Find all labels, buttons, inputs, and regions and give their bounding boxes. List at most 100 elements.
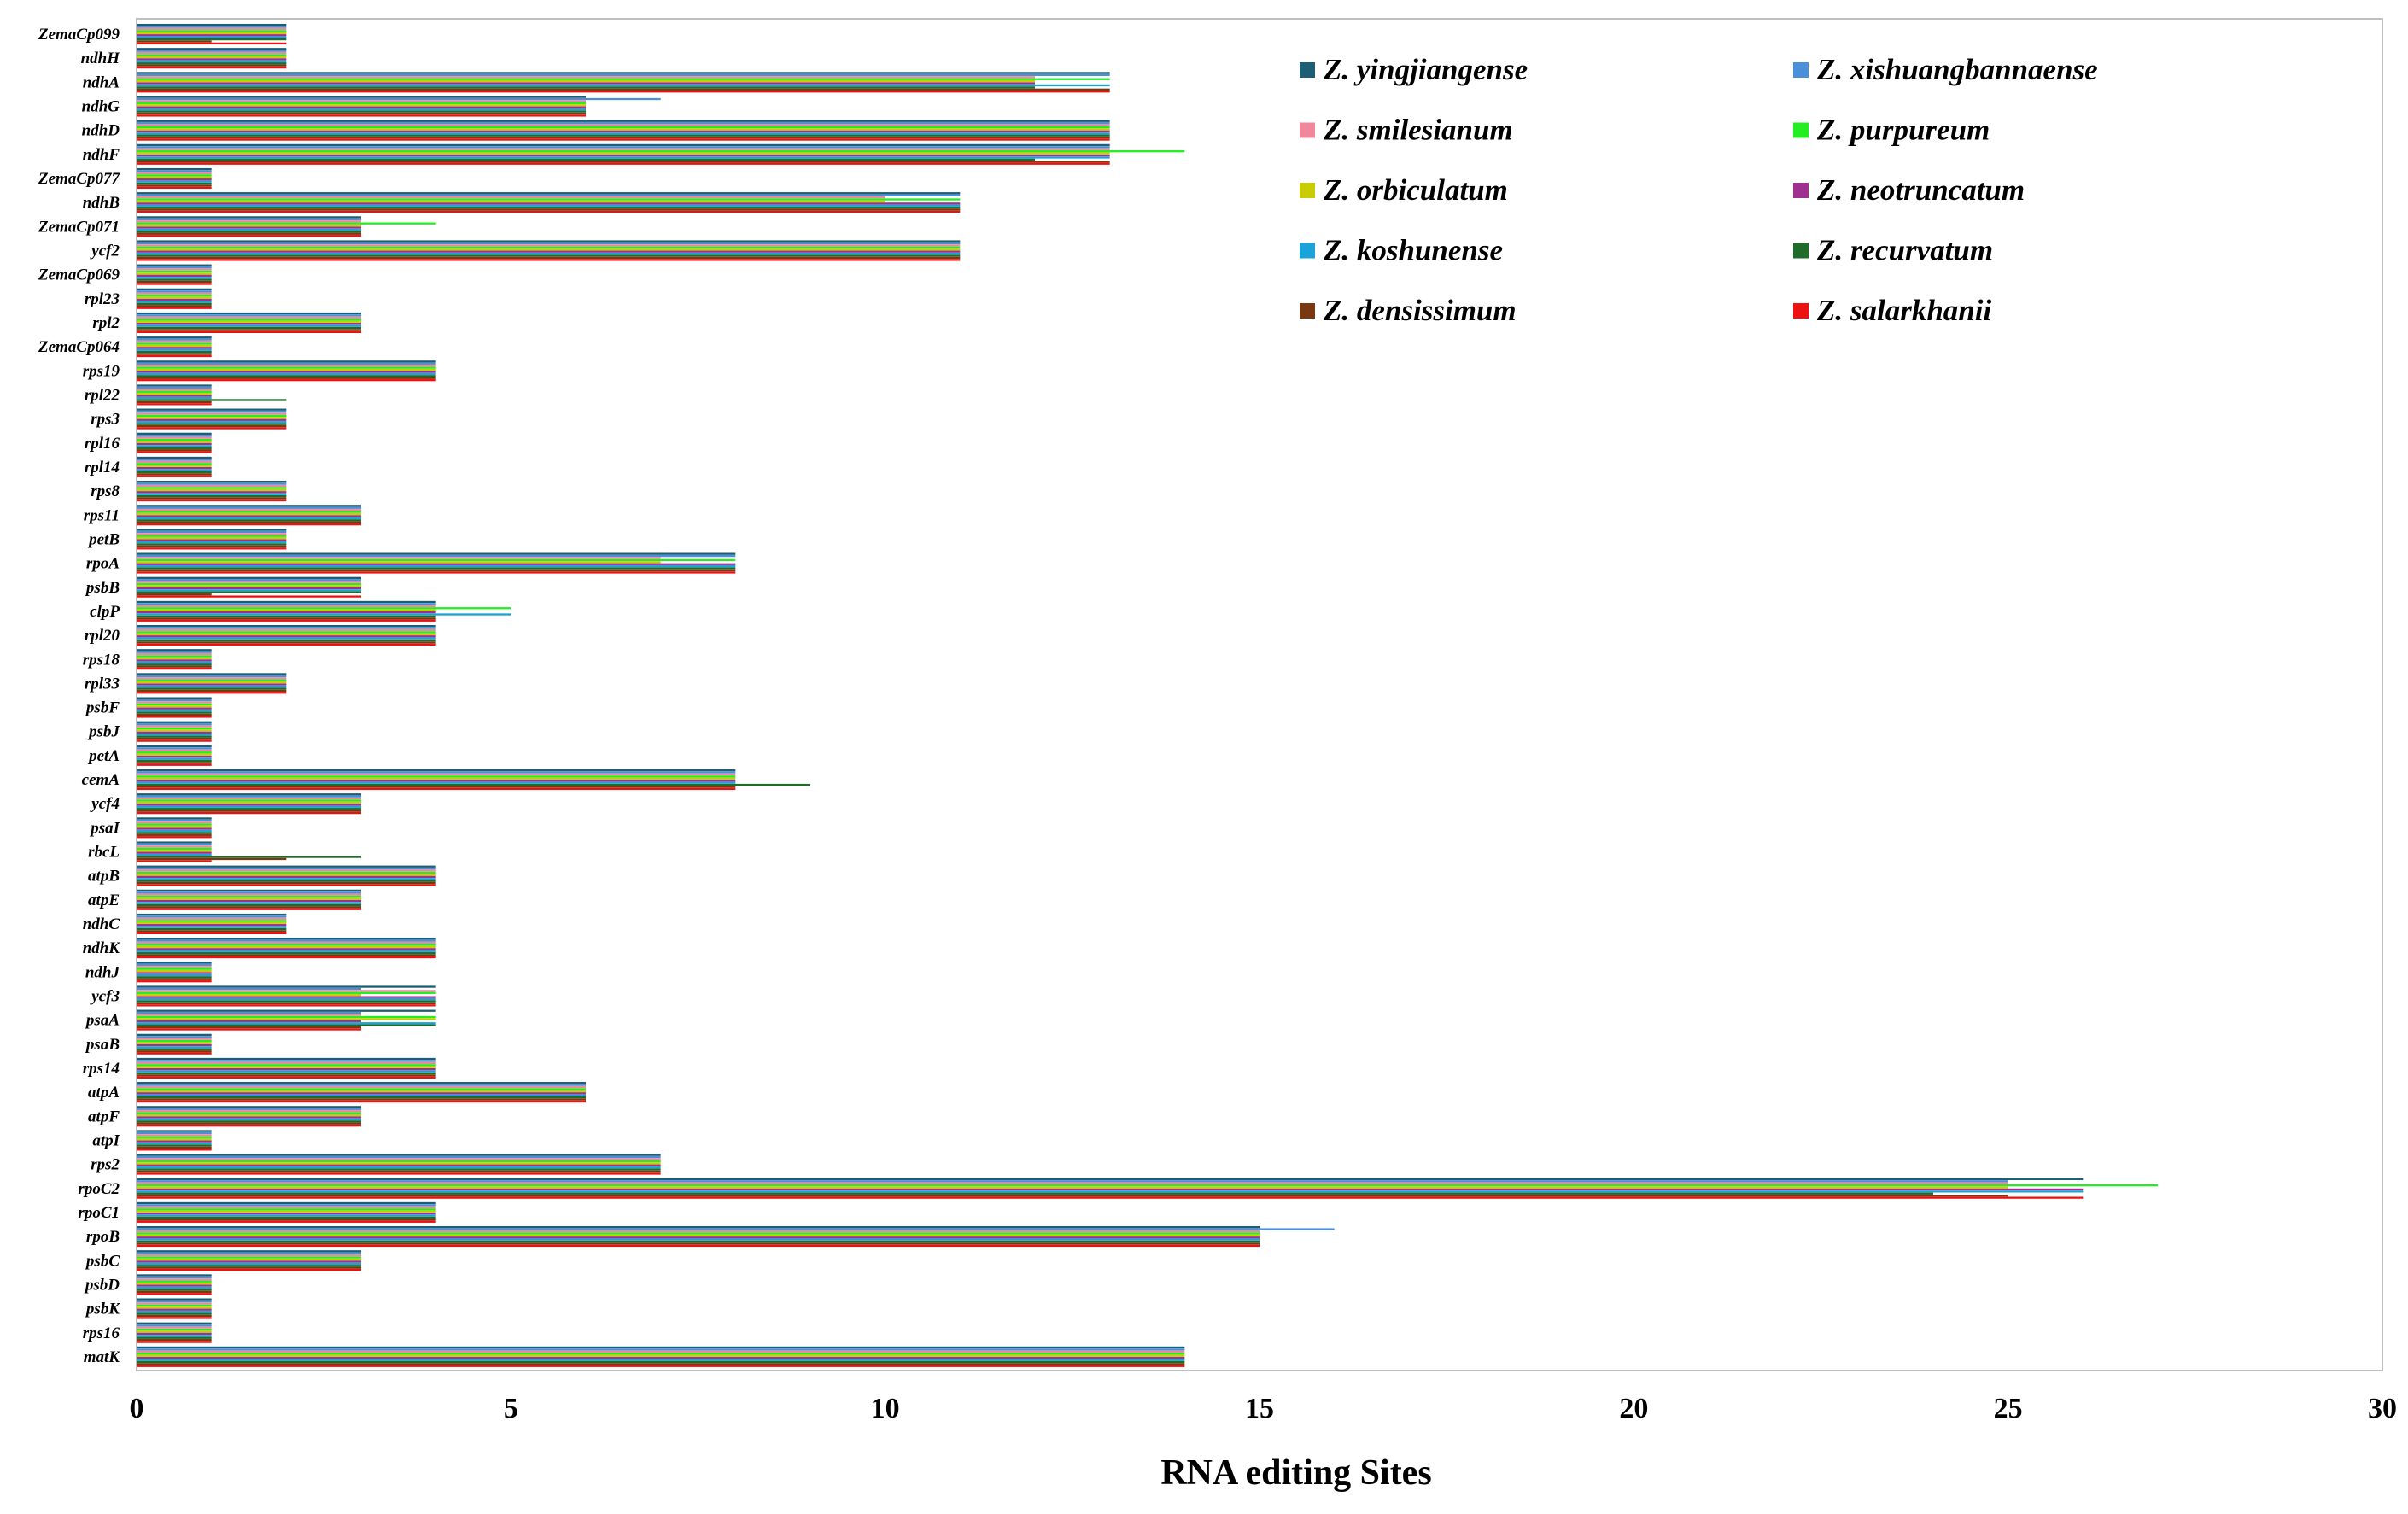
bar-rps16-7 <box>137 1335 212 1337</box>
bar-atpF-4 <box>137 1112 361 1114</box>
bar-rpl16-1 <box>137 432 212 435</box>
bar-rps16-6 <box>137 1332 212 1336</box>
bar-rpoC2-3 <box>137 1182 2008 1184</box>
bar-ndhF-6 <box>137 154 1110 157</box>
category-label: ZemaCp069 <box>38 266 120 284</box>
category-label: psbK <box>85 1301 120 1318</box>
bar-ndhH-3 <box>137 51 287 55</box>
bar-rpoB-6 <box>137 1236 1260 1239</box>
bar-psbJ-10 <box>137 739 212 742</box>
bar-ndhA-5 <box>137 79 1035 83</box>
bar-rps19-5 <box>137 368 436 371</box>
bar-psaB-3 <box>137 1038 212 1040</box>
bar-ndhF-10 <box>137 162 1110 165</box>
bar-psbD-5 <box>137 1283 212 1285</box>
bar-rbcL-4 <box>137 847 212 850</box>
bar-psbK-1 <box>137 1298 212 1301</box>
bar-rbcL-1 <box>137 841 212 844</box>
bar-ndhG-7 <box>137 108 586 111</box>
bar-rps3-9 <box>137 424 287 428</box>
bar-ndhJ-10 <box>137 980 212 983</box>
bar-rpoC1-6 <box>137 1212 436 1215</box>
bar-psbK-2 <box>137 1300 212 1303</box>
bar-rps14-8 <box>137 1072 436 1075</box>
bar-ZemaCp071-1 <box>137 216 361 219</box>
bar-atpI-9 <box>137 1146 212 1149</box>
bar-psbD-9 <box>137 1290 212 1293</box>
bar-rpl14-8 <box>137 471 212 474</box>
legend-swatch <box>1793 122 1809 138</box>
bar-petA-6 <box>137 755 212 758</box>
bar-rps19-2 <box>137 362 436 365</box>
bar-rpoC2-8 <box>137 1192 1933 1195</box>
bar-ZemaCp071-8 <box>137 231 361 233</box>
category-label: rpoC2 <box>78 1180 120 1198</box>
bar-rps16-2 <box>137 1324 212 1327</box>
category-label: atpE <box>88 891 120 909</box>
bar-petA-10 <box>137 763 212 766</box>
bar-rps2-10 <box>137 1172 661 1175</box>
bar-rpl20-9 <box>137 641 436 644</box>
category-label: ycf2 <box>90 243 120 260</box>
bar-psbF-2 <box>137 699 212 702</box>
category-label: ndhA <box>83 73 120 91</box>
bar-rpoC1-7 <box>137 1214 436 1217</box>
bar-rpoC1-5 <box>137 1210 436 1213</box>
category-label: rpl2 <box>92 314 120 332</box>
bar-rps2-5 <box>137 1162 661 1165</box>
bar-psbF-8 <box>137 711 212 714</box>
bar-atpE-1 <box>137 889 361 892</box>
bar-rpl14-7 <box>137 469 212 471</box>
bar-ndhB-4 <box>137 198 961 201</box>
category-label: petA <box>87 747 120 765</box>
bar-rps19-7 <box>137 372 436 376</box>
bar-psaB-1 <box>137 1033 212 1037</box>
bar-rpl14-10 <box>137 475 212 477</box>
bar-petA-9 <box>137 762 212 764</box>
category-label: ndhD <box>82 122 120 140</box>
legend-swatch <box>1300 243 1315 259</box>
category-label: rps3 <box>91 411 120 429</box>
bar-psaA-9 <box>137 1026 361 1029</box>
bar-rpl16-2 <box>137 435 212 437</box>
bar-atpA-3 <box>137 1085 586 1089</box>
bar-psaB-6 <box>137 1043 212 1047</box>
bar-ycf4-8 <box>137 808 361 810</box>
bar-rpl33-9 <box>137 689 287 692</box>
bar-ZemaCp099-4 <box>137 30 287 32</box>
bar-petB-6 <box>137 539 287 541</box>
bar-psaA-2 <box>137 1011 361 1014</box>
bar-ndhJ-3 <box>137 966 212 968</box>
bar-ndhB-9 <box>137 208 961 211</box>
bar-rpoC2-1 <box>137 1178 2084 1180</box>
bar-rpoB-8 <box>137 1240 1260 1243</box>
bar-atpE-7 <box>137 902 361 904</box>
bar-psbK-3 <box>137 1302 212 1305</box>
bar-rpoB-10 <box>137 1244 1260 1248</box>
bar-ndhD-10 <box>137 138 1110 141</box>
bar-psbJ-1 <box>137 721 212 723</box>
bar-psbC-10 <box>137 1268 361 1271</box>
bar-ndhB-3 <box>137 196 885 199</box>
bar-matK-7 <box>137 1359 1185 1361</box>
bar-rbcL-6 <box>137 851 212 854</box>
bar-rps2-7 <box>137 1166 661 1169</box>
bar-rps11-6 <box>137 515 361 517</box>
bar-ndhA-9 <box>137 88 1110 91</box>
bar-psbC-6 <box>137 1260 361 1263</box>
bar-rpoC2-5 <box>137 1186 2008 1189</box>
bar-ZemaCp099-10 <box>137 42 287 45</box>
legend-label: Z. koshunense <box>1323 234 1503 267</box>
bar-ZemaCp069-4 <box>137 270 212 273</box>
bar-psaI-9 <box>137 833 212 836</box>
bar-ZemaCp077-9 <box>137 184 212 187</box>
legend-label: Z. yingjiangense <box>1323 53 1528 86</box>
bar-ZemaCp099-5 <box>137 32 287 34</box>
category-label: rps2 <box>91 1156 120 1174</box>
bar-rps18-8 <box>137 663 212 666</box>
bar-ZemaCp077-7 <box>137 180 212 183</box>
bar-ycf2-2 <box>137 242 961 245</box>
bar-matK-8 <box>137 1360 1185 1364</box>
bar-rpoB-7 <box>137 1238 1260 1241</box>
bar-rps11-10 <box>137 523 361 526</box>
